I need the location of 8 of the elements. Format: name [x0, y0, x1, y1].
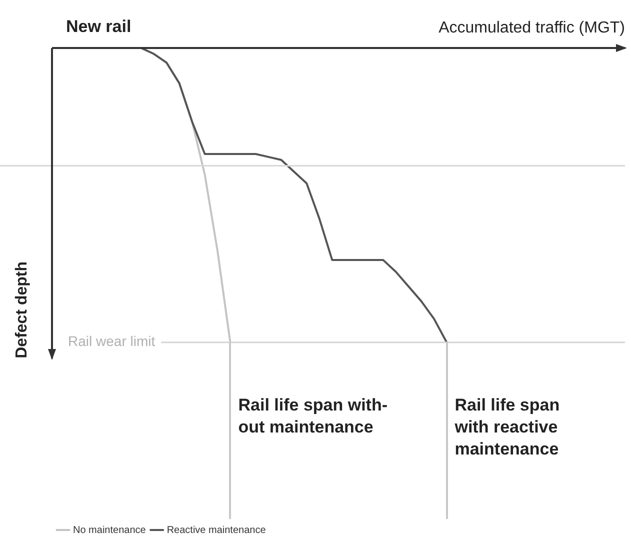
- text: Rail life span with- out maintenance: [238, 396, 388, 437]
- x-axis-title: Accumulated traffic (MGT): [438, 19, 625, 36]
- text: Rail life span with reactive maintenance: [454, 396, 560, 459]
- ref-line-label: Rail wear limit: [68, 333, 156, 350]
- legend-label: No maintenance: [73, 524, 146, 536]
- y-axis-title: Defect depth: [13, 261, 30, 358]
- legend-label: Reactive maintenance: [166, 524, 266, 536]
- text: New rail: [66, 17, 132, 36]
